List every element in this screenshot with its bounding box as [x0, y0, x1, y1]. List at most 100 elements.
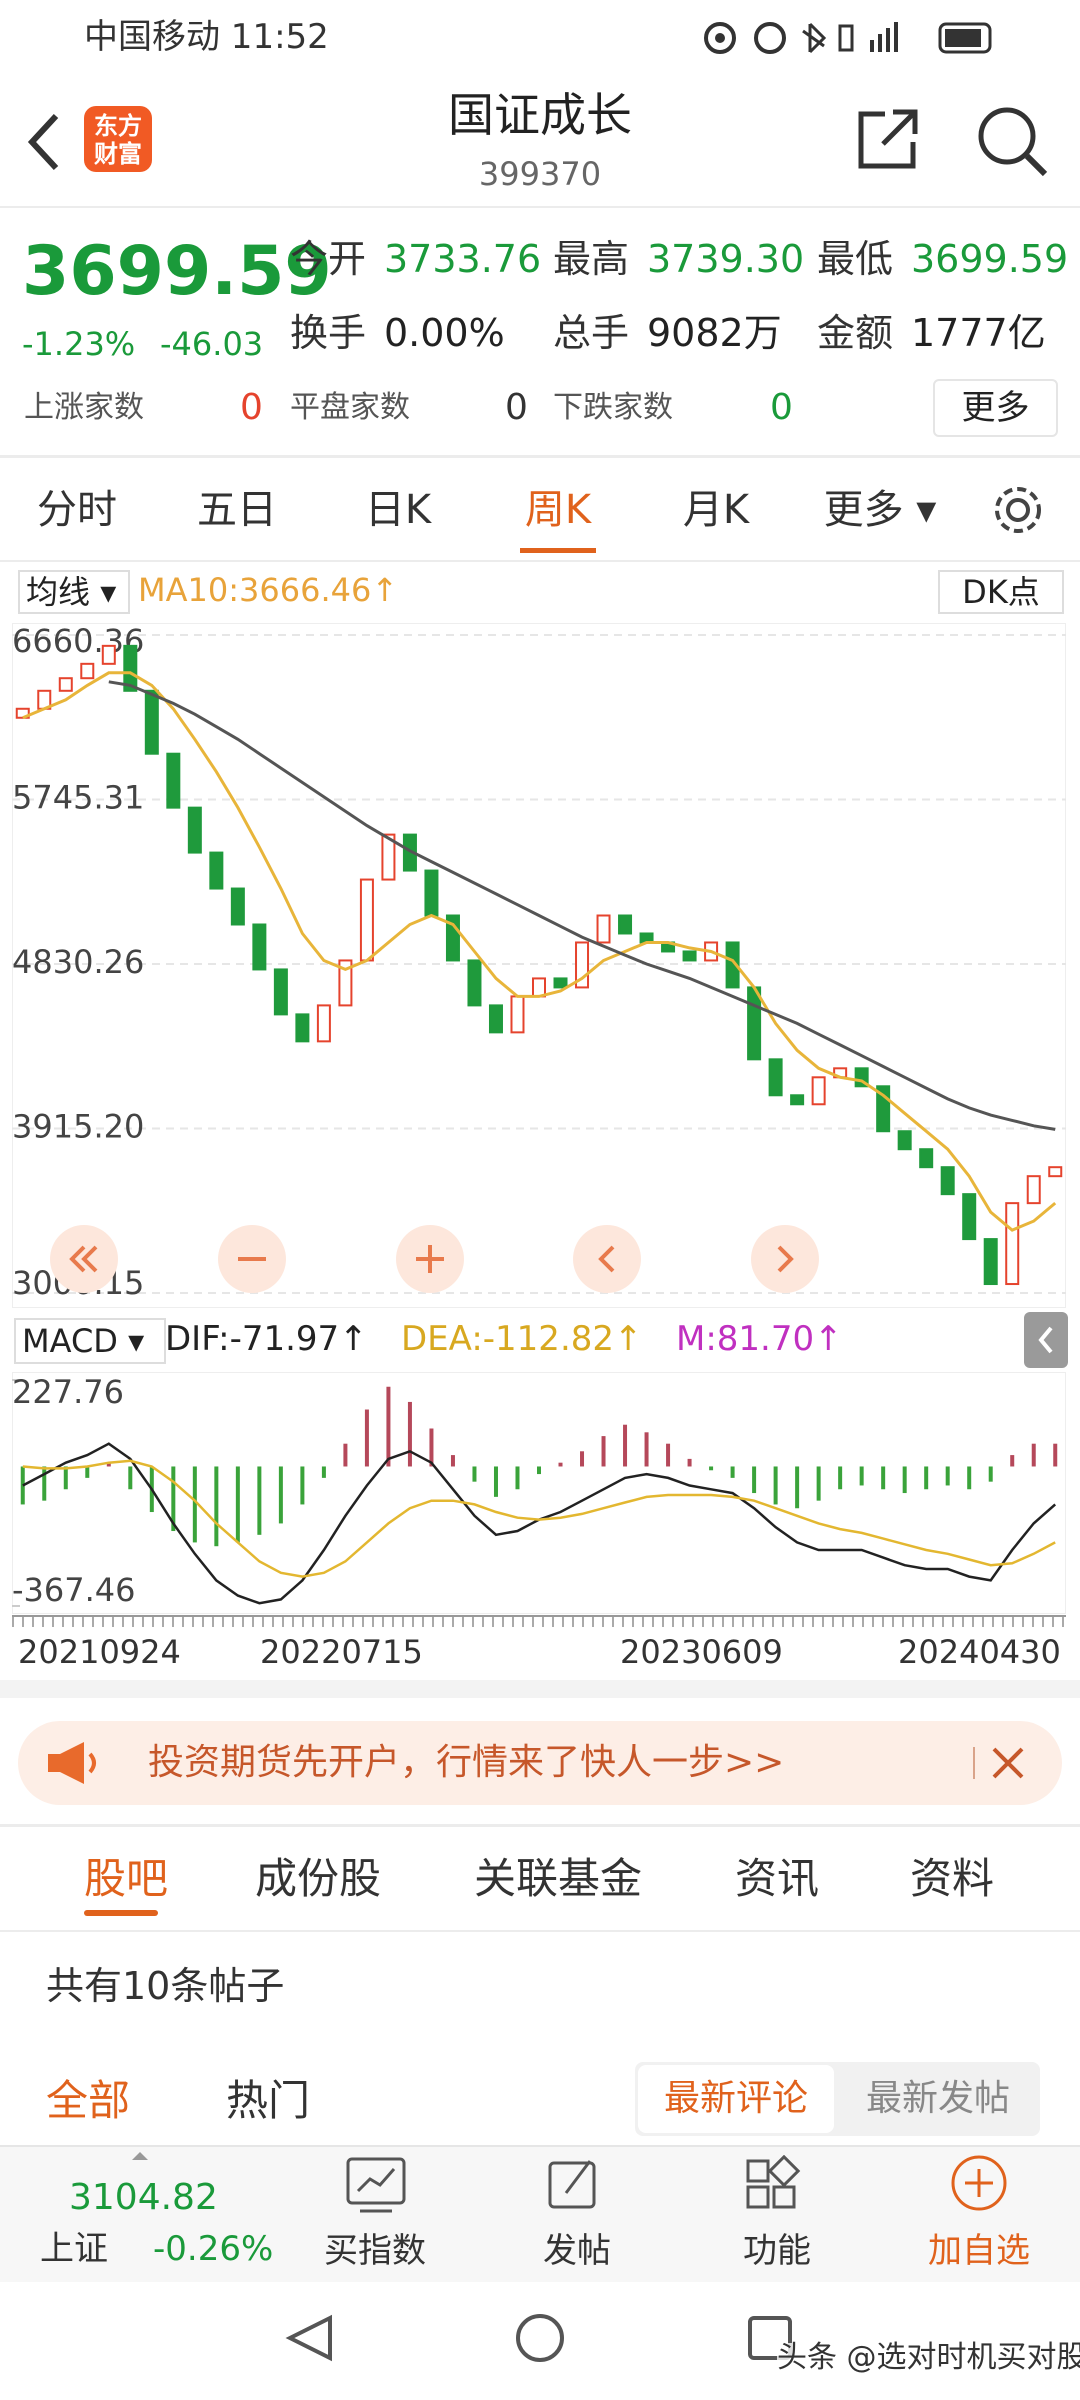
macd-bar [838, 1466, 843, 1490]
candle [101, 644, 116, 665]
more-button[interactable]: 更多 [933, 379, 1058, 437]
dk-button[interactable]: DK点 [938, 570, 1064, 614]
content-tab[interactable]: 成份股 [255, 1854, 382, 1903]
ad-text[interactable]: 投资期货先开户，行情来了快人一步>> [148, 1742, 785, 1783]
indicator-name: MACD [22, 1322, 118, 1360]
collapse-tab[interactable] [1024, 1312, 1068, 1368]
candle [273, 968, 288, 1016]
ma-label: MA10:3666.46↑ [138, 571, 399, 609]
post-count: 共有10条帖子 [46, 1964, 285, 2008]
candle [747, 986, 762, 1061]
candle [510, 995, 525, 1034]
period-tab[interactable]: 分时 [37, 487, 117, 533]
candle [682, 950, 697, 962]
candle [144, 689, 159, 755]
candle [15, 707, 30, 719]
nav-back[interactable] [285, 2314, 332, 2362]
macd-bar [1031, 1443, 1036, 1467]
macd-bar [171, 1466, 176, 1532]
chart-frame [12, 623, 1066, 1308]
macd-bar [300, 1466, 305, 1505]
content-tab[interactable]: 关联基金 [474, 1854, 643, 1903]
macd-bar [687, 1458, 692, 1467]
candle [123, 644, 138, 692]
filter-all[interactable]: 全部 [46, 2076, 131, 2125]
field-value: 3733.76 [384, 237, 542, 281]
candle [166, 752, 181, 809]
content-tab[interactable]: 资讯 [735, 1854, 820, 1903]
filter-hot[interactable]: 热门 [226, 2076, 311, 2125]
period-tab[interactable]: 周K [524, 487, 592, 533]
candle [230, 887, 245, 926]
macd-bar [85, 1466, 90, 1478]
search-button[interactable] [975, 104, 1049, 178]
breadth-value: 0 [770, 387, 793, 428]
macd-bar [192, 1466, 197, 1543]
candle [295, 1013, 310, 1043]
macd-bar [321, 1466, 326, 1478]
candle [359, 878, 374, 962]
action-label[interactable]: 加自选 [928, 2231, 1030, 2271]
spacer [0, 1680, 1080, 1698]
candle [940, 1166, 955, 1196]
macd-bar [1053, 1443, 1058, 1467]
ad-banner[interactable] [18, 1721, 1062, 1805]
date-label: 20210924 [18, 1633, 181, 1671]
macd-bar [235, 1466, 240, 1543]
divider [0, 206, 1080, 208]
status-icons [704, 22, 992, 54]
field-value: 3739.30 [647, 237, 805, 281]
back-button[interactable] [24, 112, 64, 172]
m-label: M:81.70↑ [676, 1319, 843, 1359]
index-change[interactable]: -0.26% [153, 2229, 274, 2269]
content-tab[interactable]: 资料 [910, 1854, 995, 1903]
indicator-select[interactable]: 均线 ▾ [18, 570, 130, 614]
dea-label: DEA:-112.82↑ [401, 1319, 643, 1359]
dea-line [22, 1459, 1056, 1578]
action-label[interactable]: 买指数 [324, 2231, 426, 2271]
dif-label: DIF:-71.97↑ [165, 1319, 368, 1359]
field-value: 1777亿 [911, 311, 1046, 355]
field-label: 总手 [553, 311, 630, 355]
period-tab[interactable]: 五日 [197, 487, 277, 533]
divider [0, 1930, 1080, 1932]
candle [1005, 1202, 1020, 1286]
time-ruler [12, 1615, 1066, 1627]
candle [1048, 1166, 1063, 1178]
index-name[interactable]: 上证 [40, 2229, 108, 2269]
ad-close[interactable] [972, 1743, 1032, 1783]
sort-post[interactable]: 最新发帖 [865, 2078, 1010, 2119]
breadth-label: 平盘家数 [290, 390, 410, 425]
settings-button[interactable] [990, 482, 1046, 538]
macd-bar [128, 1466, 133, 1490]
macd-select[interactable]: MACD ▾ [14, 1318, 166, 1364]
macd-bar [881, 1466, 886, 1490]
macd-bar [214, 1466, 219, 1547]
indicator-name: 均线 [26, 573, 91, 611]
macd-bar [386, 1386, 391, 1467]
logo-line: 财富 [94, 140, 142, 168]
macd-bar [343, 1443, 348, 1467]
nav-recent[interactable] [748, 2316, 792, 2360]
macd-bar [580, 1451, 585, 1467]
share-button[interactable] [855, 106, 921, 172]
action-label[interactable]: 发帖 [543, 2231, 611, 2271]
macd-bar [816, 1466, 821, 1501]
macd-bar [773, 1466, 778, 1505]
nav-home[interactable] [516, 2314, 564, 2362]
macd-bar [472, 1466, 477, 1482]
sort-comment[interactable]: 最新评论 [638, 2065, 834, 2133]
period-tab[interactable]: 月K [682, 487, 750, 533]
action-label[interactable]: 功能 [743, 2231, 811, 2271]
macd-bar [106, 1462, 111, 1467]
macd-bar [623, 1424, 628, 1467]
content-tab[interactable]: 股吧 [84, 1854, 169, 1903]
index-value[interactable]: 3104.82 [69, 2177, 218, 2218]
period-tab[interactable]: 更多 ▾ [823, 487, 937, 533]
y-tick-label: 227.76 [12, 1373, 124, 1411]
code: 399370 [478, 155, 602, 193]
macd-bar [945, 1466, 950, 1486]
macd-chart: 227.76 -367.46 [12, 1372, 1066, 1614]
period-tab[interactable]: 日K [364, 487, 432, 533]
